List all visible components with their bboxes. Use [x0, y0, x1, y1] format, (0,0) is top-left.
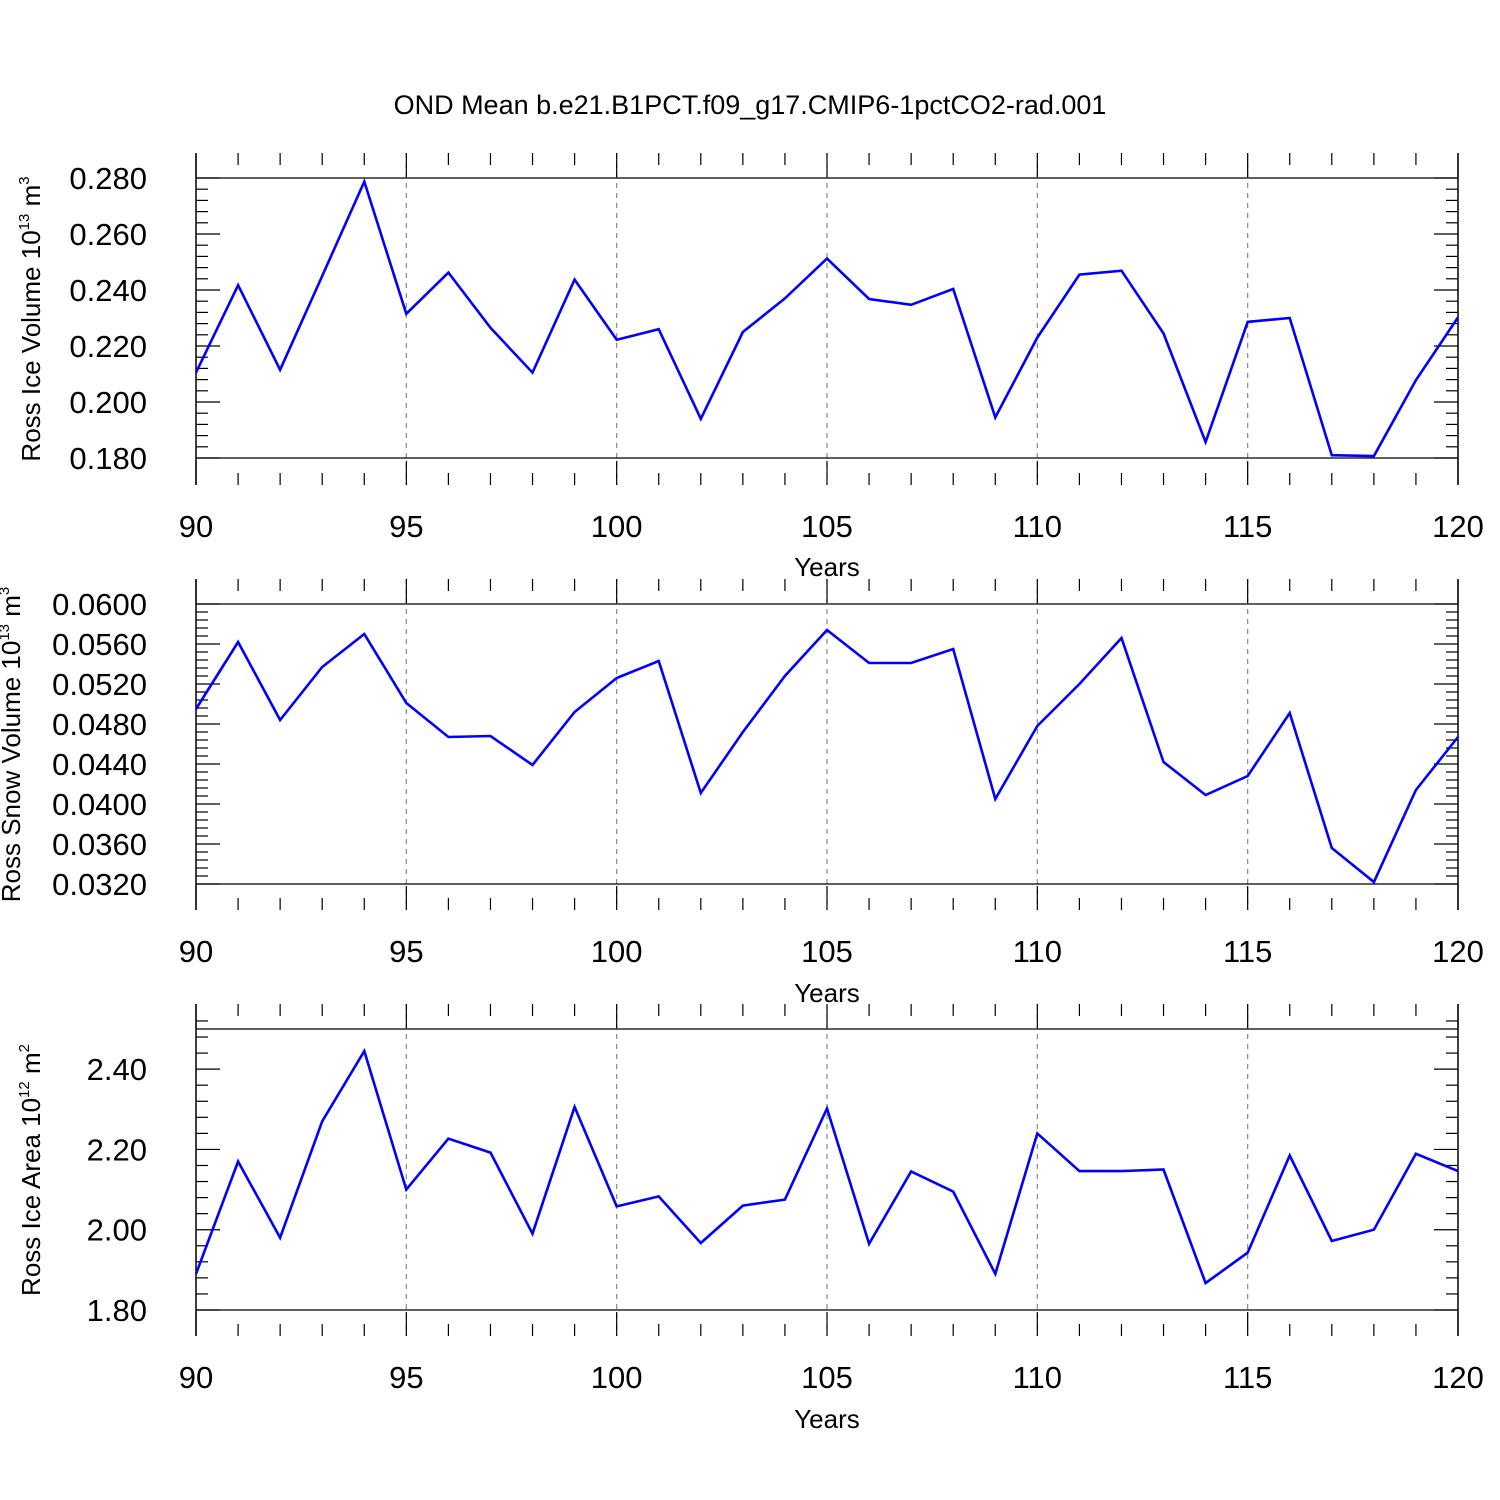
y-tick-label: 2.00	[87, 1213, 147, 1248]
y-tick-label: 0.280	[69, 161, 147, 196]
x-axis-title: Years	[794, 552, 860, 582]
x-tick-label: 95	[389, 509, 423, 544]
y-tick-label: 0.240	[69, 273, 147, 308]
series-line-ross-snow-volume	[194, 628, 1460, 885]
y-tick-label: 0.0440	[52, 747, 147, 782]
y-axis-title-unit-exponent: 2	[16, 1044, 33, 1052]
y-axis-title-unit: m	[16, 185, 46, 214]
y-axis-title-exponent: 12	[16, 1081, 33, 1098]
y-tick-label: 0.0360	[52, 827, 147, 862]
series-line-ross-ice-area	[194, 1047, 1459, 1286]
y-tick-label: 0.0560	[52, 627, 147, 662]
x-tick-label: 105	[801, 934, 853, 969]
y-axis-title-unit: m	[0, 595, 26, 624]
y-tick-label: 0.260	[69, 217, 147, 252]
y-tick-label: 0.200	[69, 385, 147, 420]
y-axis-title-main: Ross Snow Volume 10	[0, 641, 26, 903]
x-axis-title: Years	[794, 978, 860, 1008]
series-line-ross-ice-volume	[194, 177, 1460, 458]
y-axis-title-exponent: 13	[0, 624, 13, 641]
x-tick-label: 110	[1013, 509, 1062, 544]
y-axis-title-main: Ross Ice Volume 10	[16, 230, 46, 461]
y-tick-label: 0.0480	[52, 707, 147, 742]
x-tick-label: 110	[1013, 1360, 1062, 1395]
x-tick-label: 105	[801, 509, 853, 544]
chart-panel-1: 0.180 0.200 0.220 0.240 0.260 0.280 90 95 100 105…	[16, 153, 1484, 582]
chart-panel-2: 0.0320 0.0360 0.0400 0.0440 0.0480 0.0520 0.05…	[0, 579, 1484, 1008]
y-axis-title-unit: m	[16, 1052, 46, 1081]
x-tick-label: 100	[591, 1360, 643, 1395]
chart-panel-3: 1.80 2.00 2.20 2.40 90 95 100 105 110 115 120 Years…	[16, 1004, 1484, 1434]
figure-title: OND Mean b.e21.B1PCT.f09_g17.CMIP6-1pctC…	[394, 90, 1107, 120]
x-tick-label: 95	[389, 1360, 423, 1395]
x-tick-label: 90	[179, 1360, 213, 1395]
y-axis-title-unit-exponent: 3	[0, 587, 13, 595]
y-tick-label: 2.40	[87, 1052, 147, 1087]
x-tick-label: 100	[591, 934, 643, 969]
y-tick-label: 0.0400	[52, 787, 147, 822]
x-tick-label: 110	[1013, 934, 1062, 969]
y-axis-title-exponent: 13	[16, 214, 33, 231]
x-tick-label: 90	[179, 509, 213, 544]
y-tick-label: 0.0600	[52, 587, 147, 622]
y-axis-title: Ross Ice Area 1012 m2	[16, 1044, 46, 1296]
y-axis-title-main: Ross Ice Area 10	[16, 1098, 46, 1296]
y-axis-title-unit-exponent: 3	[16, 176, 33, 184]
y-tick-label: 0.220	[69, 329, 147, 364]
x-tick-label: 120	[1432, 934, 1484, 969]
y-tick-label: 1.80	[87, 1293, 147, 1328]
x-tick-label: 115	[1223, 1360, 1272, 1395]
x-tick-label: 115	[1223, 509, 1272, 544]
x-tick-label: 105	[801, 1360, 853, 1395]
y-tick-label: 0.0320	[52, 867, 147, 902]
y-axis-title: Ross Ice Volume 1013 m3	[16, 176, 46, 461]
y-tick-label: 0.0520	[52, 667, 147, 702]
x-tick-label: 120	[1432, 509, 1484, 544]
x-axis-title: Years	[794, 1404, 860, 1434]
y-tick-label: 0.180	[69, 441, 147, 476]
x-tick-label: 120	[1432, 1360, 1484, 1395]
y-axis-title: Ross Snow Volume 1013 m3	[0, 587, 26, 903]
y-tick-label: 2.20	[87, 1132, 147, 1167]
x-tick-label: 100	[591, 509, 643, 544]
x-tick-label: 115	[1223, 934, 1272, 969]
x-tick-label: 90	[179, 934, 213, 969]
x-tick-label: 95	[389, 934, 423, 969]
